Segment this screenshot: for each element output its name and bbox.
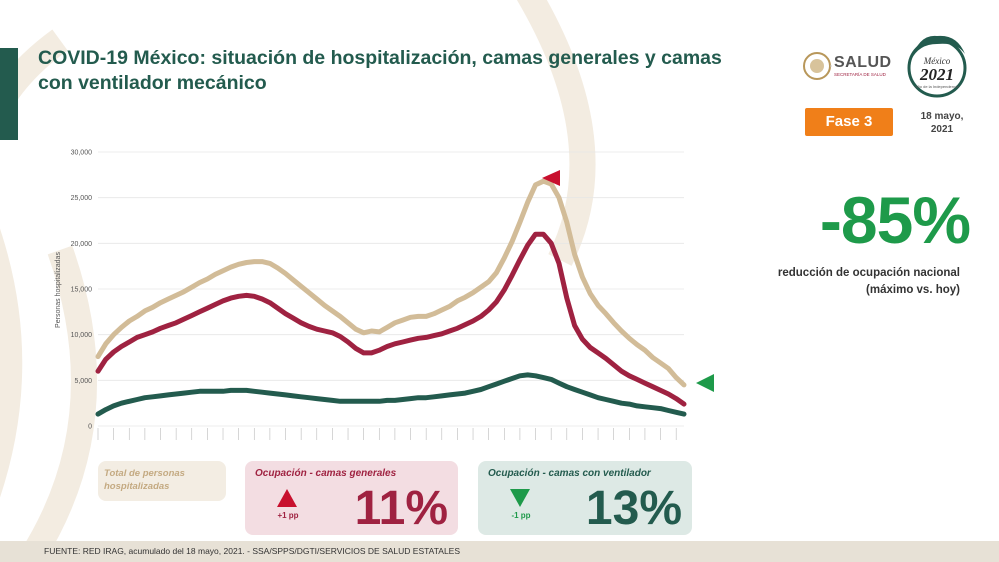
series-line-ventilator xyxy=(95,372,687,417)
year-logo-year: 2021 xyxy=(919,65,954,84)
general-beds-card: Ocupación - camas generales +1 pp 11% xyxy=(245,461,458,535)
salud-logo-emblem xyxy=(803,52,832,80)
ventilator-beds-value: 13% xyxy=(585,482,682,535)
general-beds-title: Ocupación - camas generales xyxy=(255,468,397,479)
independence-2021-logo: México 2021 Año de la Independencia xyxy=(907,35,967,98)
page-title: COVID-19 México: situación de hospitaliz… xyxy=(38,47,722,94)
y-axis-label: Personas hospitalizadas xyxy=(55,252,62,328)
series-line-general xyxy=(95,231,687,407)
legend-total-card: Total de personas hospitalizadas xyxy=(98,461,226,501)
ventilator-beds-card: Ocupación - camas con ventilador -1 pp 1… xyxy=(478,461,692,535)
fase-badge: Fase 3 xyxy=(805,108,893,136)
y-tick-label: 15,000 xyxy=(71,287,93,294)
occupancy-reduction-desc: reducción de ocupación nacional (máximo … xyxy=(777,267,960,296)
general-beds-value: 11% xyxy=(354,482,448,535)
salud-label: SALUD xyxy=(834,54,892,71)
y-tick-label: 30,000 xyxy=(71,150,93,157)
y-tick-label: 10,000 xyxy=(71,332,93,339)
current-marker-icon xyxy=(696,374,714,392)
occupancy-reduction-value: -85% xyxy=(819,183,971,257)
year-logo-top: México xyxy=(923,56,951,66)
title-accent-bar xyxy=(0,48,18,140)
y-tick-label: 25,000 xyxy=(71,195,93,202)
x-axis-ticks xyxy=(97,428,677,440)
salud-subtitle: SECRETARÍA DE SALUD xyxy=(834,72,886,77)
arrow-up-icon xyxy=(277,489,297,507)
report-date: 18 mayo, 2021 xyxy=(920,111,964,135)
y-tick-label: 0 xyxy=(88,424,92,431)
year-logo-sub: Año de la Independencia xyxy=(915,84,960,89)
series-line-total xyxy=(95,178,687,388)
peak-marker-icon xyxy=(542,170,560,186)
legend-total-label: Total de personas hospitalizadas xyxy=(104,468,185,492)
y-axis-ticks: 0 5,000 10,000 15,000 20,000 25,000 30,000 xyxy=(71,150,93,431)
footer-bar: FUENTE: RED IRAG, acumulado del 18 mayo,… xyxy=(0,541,999,562)
y-tick-label: 20,000 xyxy=(71,241,93,248)
chart-series xyxy=(95,178,687,417)
general-beds-change: +1 pp xyxy=(277,511,299,520)
arrow-down-icon xyxy=(510,489,530,507)
ventilator-beds-change: -1 pp xyxy=(511,511,531,520)
y-tick-label: 5,000 xyxy=(74,378,92,385)
hospitalization-line-chart: 0 5,000 10,000 15,000 20,000 25,000 30,000 Per… xyxy=(55,150,714,440)
ventilator-beds-title: Ocupación - camas con ventilador xyxy=(488,468,651,479)
footer-source: FUENTE: RED IRAG, acumulado del 18 mayo,… xyxy=(44,546,461,556)
